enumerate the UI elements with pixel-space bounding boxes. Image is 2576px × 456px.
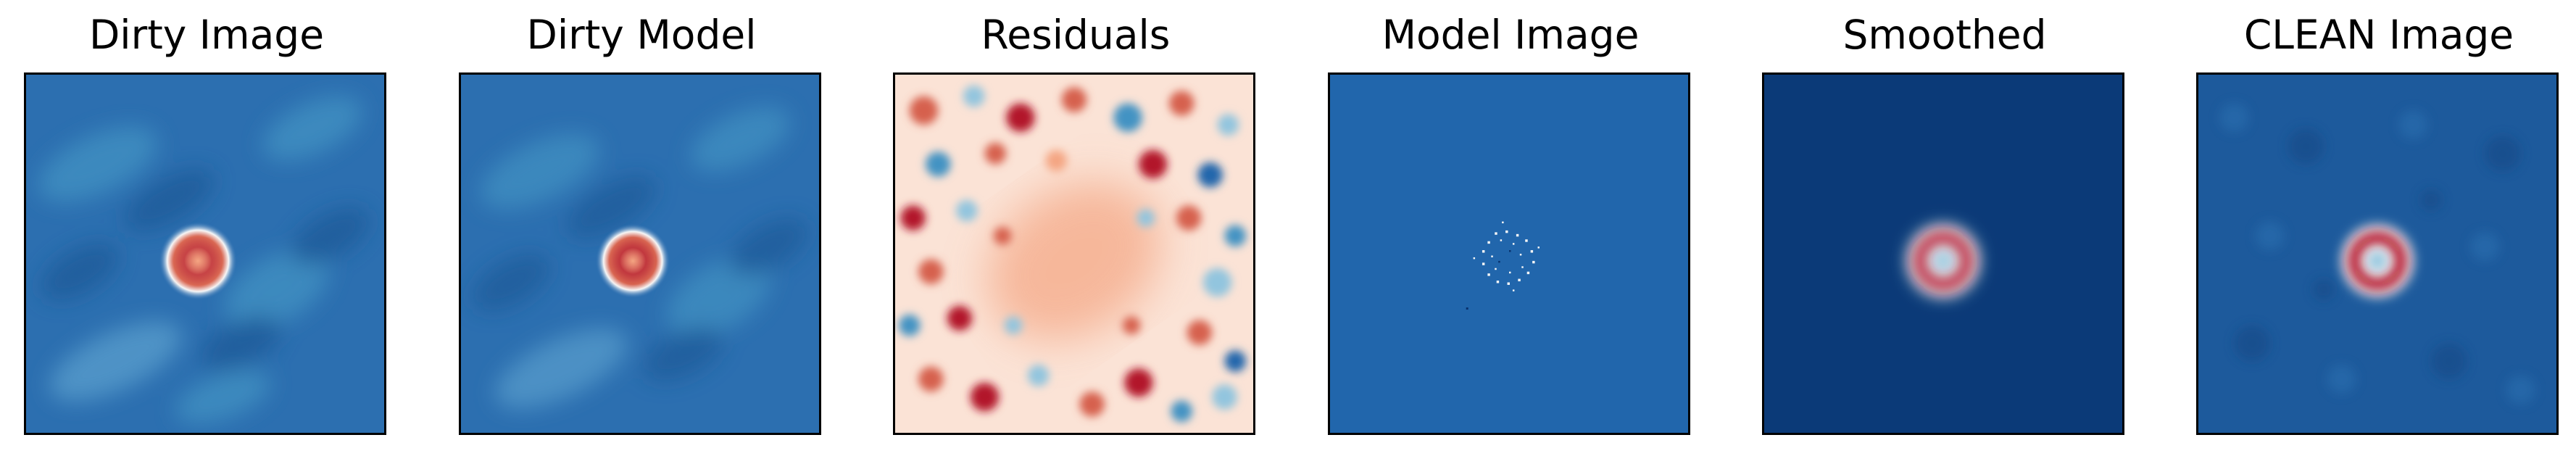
image-clean-image bbox=[2196, 72, 2559, 435]
panel-model-image: Model Image bbox=[1326, 0, 1695, 456]
panel-title: Smoothed bbox=[1842, 12, 2047, 58]
panel-smoothed: Smoothed bbox=[1760, 0, 2130, 456]
image-residuals bbox=[893, 72, 1255, 435]
panel-title: Dirty Image bbox=[88, 12, 325, 58]
panel-title: Residuals bbox=[981, 12, 1171, 58]
image-model-image bbox=[1328, 72, 1690, 435]
panel-dirty-model: Dirty Model bbox=[457, 0, 826, 456]
panel-clean-image: CLEAN Image bbox=[2194, 0, 2564, 456]
panel-residuals: Residuals bbox=[891, 0, 1260, 456]
panel-dirty-image: Dirty Image bbox=[22, 0, 391, 456]
panel-title: Dirty Model bbox=[526, 12, 757, 58]
image-dirty-model bbox=[459, 72, 821, 435]
image-smoothed bbox=[1762, 72, 2124, 435]
panel-title: Model Image bbox=[1382, 12, 1640, 58]
panel-title: CLEAN Image bbox=[2243, 12, 2514, 58]
image-dirty-image bbox=[24, 72, 386, 435]
